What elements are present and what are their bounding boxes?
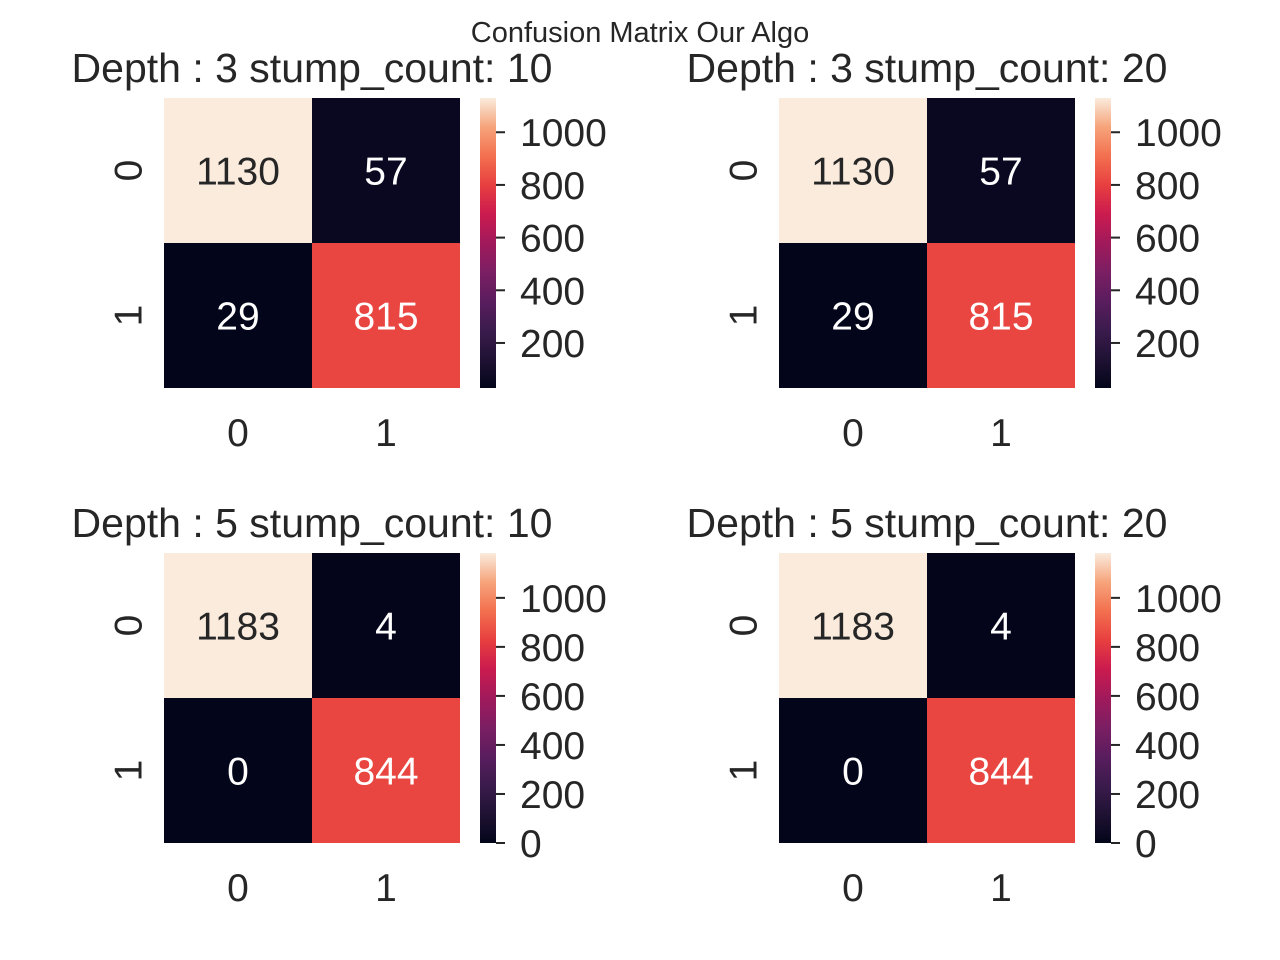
- cell-annotation-r1-c1: 815: [968, 296, 1033, 339]
- colorbar-tick-label: 200: [520, 323, 585, 366]
- x-tick-label: 1: [375, 412, 397, 455]
- cell-annotation-r1-c0: 0: [842, 751, 864, 794]
- cell-annotation-r0-c1: 4: [990, 606, 1012, 649]
- cell-annotation-r1-c0: 0: [227, 751, 249, 794]
- colorbar: [1095, 553, 1111, 843]
- heatmap-cell-r0-c0: [164, 98, 312, 243]
- cell-annotation-r0-c1: 57: [364, 151, 407, 194]
- colorbar-tick-label: 800: [1135, 627, 1200, 670]
- x-tick-label: 1: [990, 412, 1012, 455]
- colorbar-tick-label: 800: [520, 165, 585, 208]
- x-tick-label: 1: [990, 867, 1012, 910]
- heatmap-cell-r0-c1: [312, 98, 460, 243]
- cell-annotation-r0-c0: 1183: [811, 606, 895, 649]
- panel-title: Depth : 3 stump_count: 20: [687, 45, 1168, 91]
- heatmap-cell-r1-c1: [927, 243, 1075, 388]
- colorbar-tick-label: 600: [520, 218, 585, 261]
- figure-suptitle: Confusion Matrix Our Algo: [471, 17, 809, 49]
- heatmap-cell-r1-c1: [312, 698, 460, 843]
- heatmap-cell-r1-c1: [927, 698, 1075, 843]
- cell-annotation-r1-c0: 29: [216, 296, 259, 339]
- colorbar-tick-label: 800: [520, 627, 585, 670]
- y-tick-label: 1: [107, 305, 150, 327]
- colorbar-tick-label: 400: [1135, 725, 1200, 768]
- heatmap-cell-r1-c0: [164, 243, 312, 388]
- y-tick-label: 0: [722, 615, 765, 637]
- cell-annotation-r0-c0: 1130: [811, 151, 895, 194]
- colorbar-tick-label: 0: [1135, 823, 1157, 866]
- x-tick-label: 0: [227, 412, 249, 455]
- heatmap-cell-r0-c1: [927, 553, 1075, 698]
- heatmap-cell-r0-c0: [164, 553, 312, 698]
- colorbar: [480, 553, 496, 843]
- x-tick-label: 0: [227, 867, 249, 910]
- cell-annotation-r1-c1: 815: [353, 296, 418, 339]
- y-tick-label: 0: [107, 160, 150, 182]
- heatmap-panel-3: Depth : 5 stump_count: 10 1183 4 0 844 0 1 0 1 0 2…: [72, 500, 607, 910]
- colorbar-tick-label: 1000: [520, 112, 607, 155]
- cell-annotation-r0-c1: 57: [979, 151, 1022, 194]
- colorbar-tick-label: 400: [520, 270, 585, 313]
- heatmap-panel-2: Depth : 3 stump_count: 20 1130 57 29 815 0 1 0 1…: [687, 45, 1222, 455]
- colorbar-tick-label: 200: [1135, 323, 1200, 366]
- cell-annotation-r1-c1: 844: [353, 751, 418, 794]
- panel-title: Depth : 3 stump_count: 10: [72, 45, 553, 91]
- heatmap-cell-r1-c0: [164, 698, 312, 843]
- heatmap-cell-r0-c0: [779, 98, 927, 243]
- panel-title: Depth : 5 stump_count: 10: [72, 500, 553, 546]
- heatmap-panel-1: Depth : 3 stump_count: 10 1130 57 29 815 0 1 0 1…: [72, 45, 607, 455]
- cell-annotation-r0-c1: 4: [375, 606, 397, 649]
- heatmap-panel-4: Depth : 5 stump_count: 20 1183 4 0 844 0 1 0 1 0 2…: [687, 500, 1222, 910]
- y-tick-label: 0: [107, 615, 150, 637]
- colorbar-tick-label: 0: [520, 823, 542, 866]
- heatmap-cell-r1-c0: [779, 243, 927, 388]
- colorbar-tick-label: 1000: [1135, 578, 1222, 621]
- colorbar-tick-label: 1000: [1135, 112, 1222, 155]
- colorbar-tick-label: 400: [520, 725, 585, 768]
- y-tick-label: 0: [722, 160, 765, 182]
- heatmap-cell-r0-c1: [312, 553, 460, 698]
- colorbar-tick-label: 200: [1135, 774, 1200, 817]
- colorbar-tick-label: 600: [1135, 218, 1200, 261]
- cell-annotation-r0-c0: 1130: [196, 151, 280, 194]
- colorbar-tick-label: 800: [1135, 165, 1200, 208]
- y-tick-label: 1: [107, 760, 150, 782]
- x-tick-label: 0: [842, 867, 864, 910]
- colorbar-tick-label: 200: [520, 774, 585, 817]
- cell-annotation-r1-c1: 844: [968, 751, 1033, 794]
- heatmap-cell-r1-c0: [779, 698, 927, 843]
- heatmap-cell-r1-c1: [312, 243, 460, 388]
- colorbar: [1095, 98, 1111, 388]
- colorbar-tick-label: 400: [1135, 270, 1200, 313]
- colorbar: [480, 98, 496, 388]
- heatmap-cell-r0-c0: [779, 553, 927, 698]
- colorbar-tick-label: 1000: [520, 578, 607, 621]
- colorbar-tick-label: 600: [520, 676, 585, 719]
- panel-title: Depth : 5 stump_count: 20: [687, 500, 1168, 546]
- heatmap-cell-r0-c1: [927, 98, 1075, 243]
- x-tick-label: 1: [375, 867, 397, 910]
- y-tick-label: 1: [722, 760, 765, 782]
- cell-annotation-r0-c0: 1183: [196, 606, 280, 649]
- y-tick-label: 1: [722, 305, 765, 327]
- cell-annotation-r1-c0: 29: [831, 296, 874, 339]
- colorbar-tick-label: 600: [1135, 676, 1200, 719]
- x-tick-label: 0: [842, 412, 864, 455]
